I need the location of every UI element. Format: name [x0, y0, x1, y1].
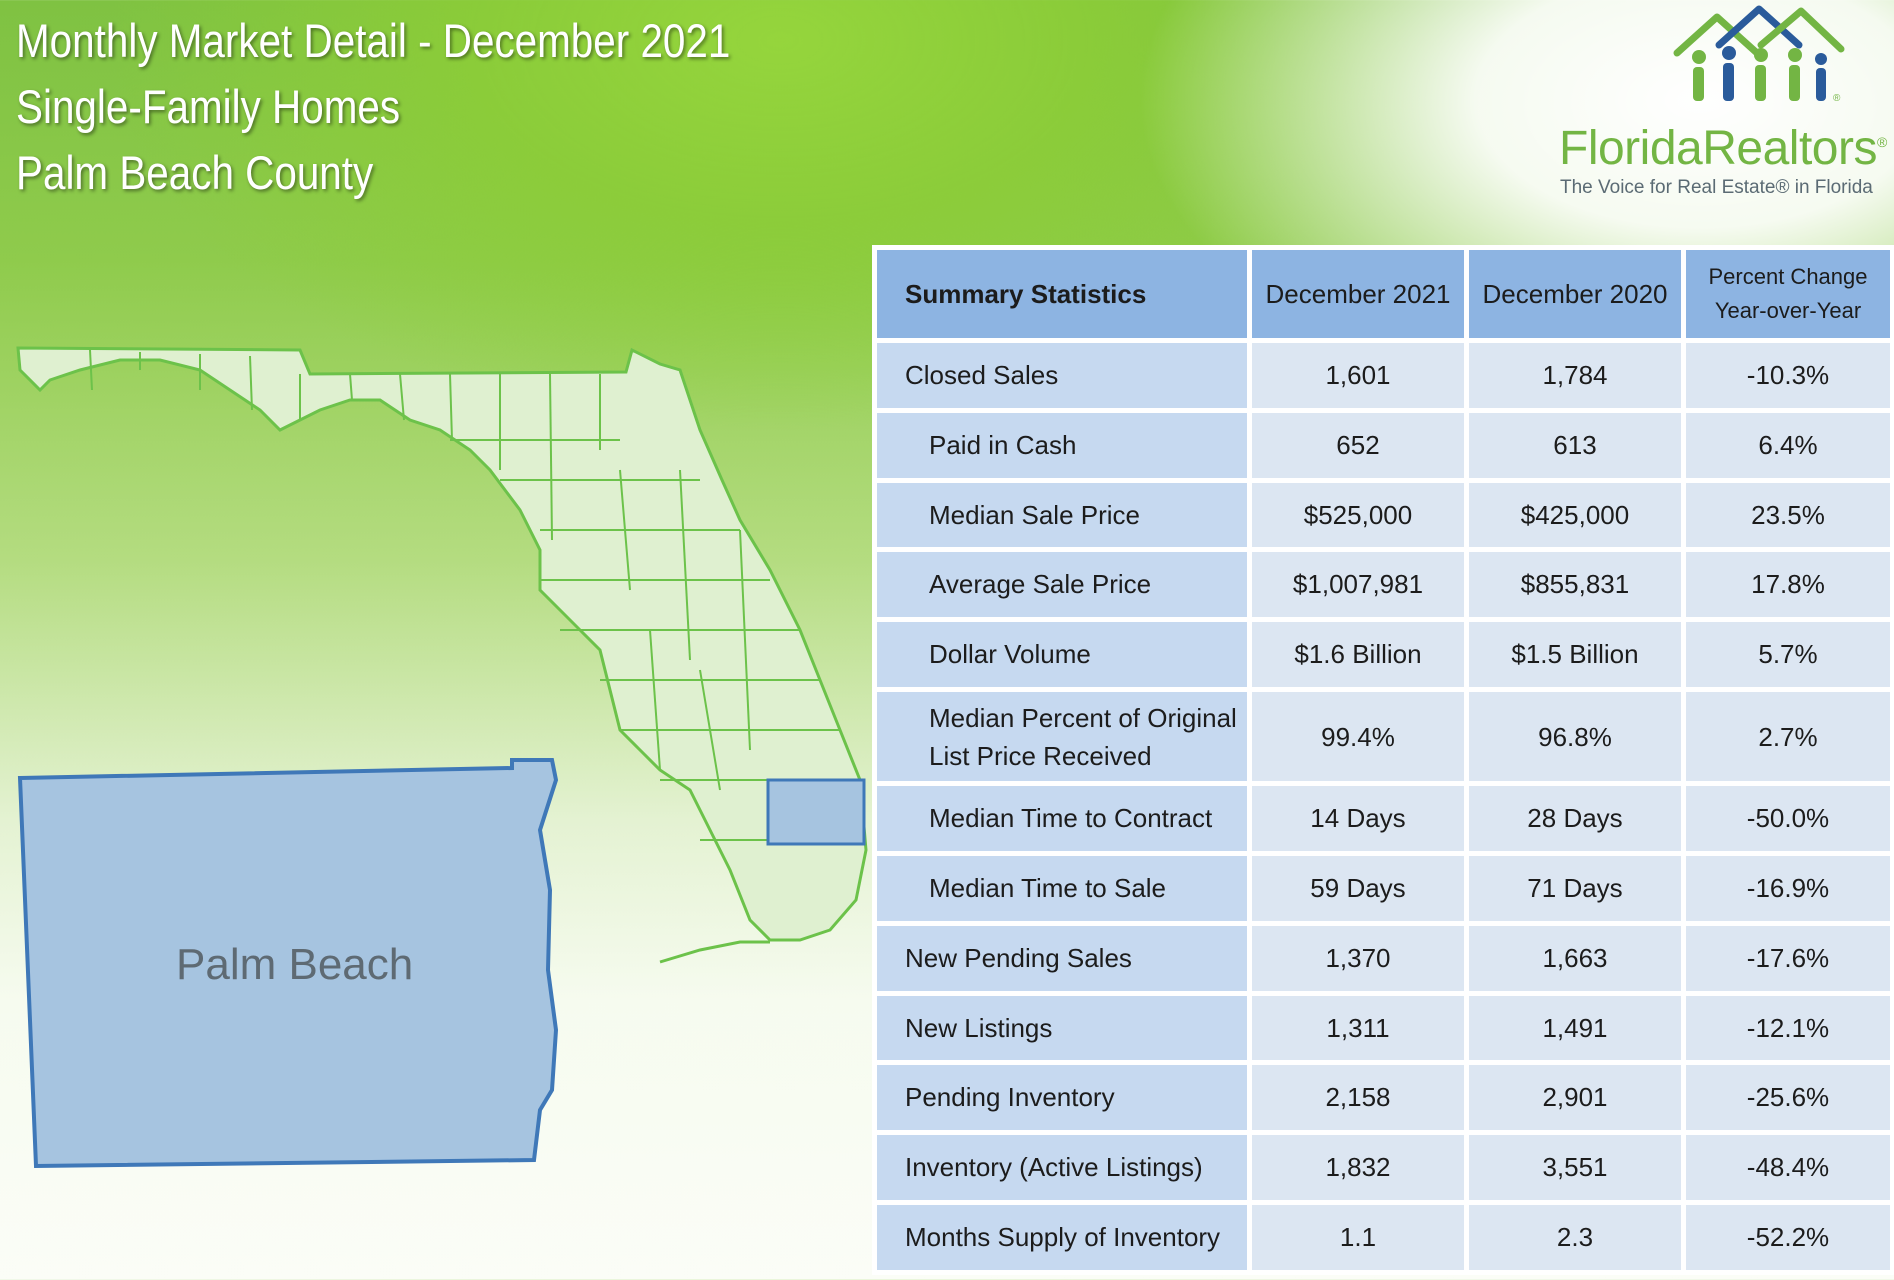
cell-dec-2021: $525,000: [1252, 482, 1464, 548]
cell-percent-change: -25.6%: [1686, 1065, 1890, 1131]
cell-dec-2020: 2.3: [1469, 1205, 1681, 1270]
title-line-county: Palm Beach County: [16, 146, 374, 199]
row-label: Median Sale Price: [877, 482, 1247, 548]
cell-dec-2020: 1,784: [1469, 343, 1681, 408]
row-label: New Listings: [877, 995, 1247, 1061]
table-row-median-time-to-sale: Median Time to Sale 59 Days 71 Days -16.…: [877, 856, 1890, 921]
cell-dec-2020: $425,000: [1469, 482, 1681, 548]
cell-dec-2021: $1.6 Billion: [1252, 622, 1464, 688]
table-row-median-percent-list-price: Median Percent of Original List Price Re…: [877, 692, 1890, 782]
cell-percent-change: 17.8%: [1686, 552, 1890, 618]
row-label: Pending Inventory: [877, 1065, 1247, 1131]
row-label-line1: Median Percent of Original: [929, 702, 1237, 733]
row-label: Dollar Volume: [877, 622, 1247, 688]
palm-beach-highlight-marker: [766, 778, 866, 846]
logo-word-realtors: Realtors: [1702, 122, 1877, 175]
report-title: Monthly Market Detail - December 2021 Si…: [16, 8, 730, 206]
row-label-line2: List Price Received: [929, 740, 1152, 771]
cell-dec-2021: 1,370: [1252, 925, 1464, 991]
cell-dec-2020: $1.5 Billion: [1469, 622, 1681, 688]
cell-percent-change: 6.4%: [1686, 412, 1890, 478]
florida-keys-shape: [659, 940, 770, 964]
svg-text:®: ®: [1833, 93, 1841, 104]
header-percent-change-line2: Year-over-Year: [1714, 298, 1862, 323]
table-row-dollar-volume: Dollar Volume $1.6 Billion $1.5 Billion …: [877, 622, 1890, 688]
cell-percent-change: -17.6%: [1686, 925, 1890, 991]
florida-county-map: [16, 346, 868, 1169]
table-row-closed-sales: Closed Sales 1,601 1,784 -10.3%: [877, 343, 1890, 408]
cell-dec-2020: 71 Days: [1469, 856, 1681, 921]
row-label: Closed Sales: [877, 343, 1247, 408]
table-row-median-time-to-contract: Median Time to Contract 14 Days 28 Days …: [877, 786, 1890, 851]
cell-dec-2020: 2,901: [1469, 1065, 1681, 1131]
row-label: Median Time to Contract: [877, 786, 1247, 851]
cell-dec-2021: 14 Days: [1252, 786, 1464, 851]
row-label: Median Time to Sale: [877, 856, 1247, 921]
cell-percent-change: -12.1%: [1686, 995, 1890, 1061]
table-row-median-sale-price: Median Sale Price $525,000 $425,000 23.5…: [877, 482, 1890, 548]
florida-realtors-logo: ® FloridaRealtors® The Voice for Real Es…: [1555, 5, 1887, 205]
cell-dec-2020: $855,831: [1469, 552, 1681, 618]
title-line-report: Monthly Market Detail - December 2021: [16, 14, 731, 67]
logo-wordmark: FloridaRealtors®: [1559, 121, 1887, 176]
header-percent-change-line1: Percent Change: [1708, 264, 1868, 289]
cell-dec-2021: 1.1: [1252, 1205, 1464, 1270]
cell-dec-2021: 99.4%: [1252, 692, 1464, 782]
county-map-label: Palm Beach: [176, 940, 414, 989]
summary-statistics-table: Summary Statistics December 2021 Decembe…: [872, 245, 1894, 1275]
cell-percent-change: -48.4%: [1686, 1135, 1890, 1201]
table-row-paid-in-cash: Paid in Cash 652 613 6.4%: [877, 412, 1890, 478]
logo-tagline: The Voice for Real Estate® in Florida: [1560, 177, 1873, 198]
table-row-inventory-active-listings: Inventory (Active Listings) 1,832 3,551 …: [877, 1135, 1890, 1201]
row-label: Months Supply of Inventory: [877, 1205, 1247, 1270]
header-december-2021: December 2021: [1252, 250, 1464, 338]
cell-percent-change: 5.7%: [1686, 622, 1890, 688]
cell-dec-2020: 3,551: [1469, 1135, 1681, 1201]
cell-dec-2021: 1,601: [1252, 343, 1464, 408]
cell-dec-2021: 652: [1252, 412, 1464, 478]
cell-dec-2020: 1,663: [1469, 925, 1681, 991]
table-row-pending-inventory: Pending Inventory 2,158 2,901 -25.6%: [877, 1065, 1890, 1131]
cell-percent-change: -52.2%: [1686, 1205, 1890, 1270]
table-row-new-listings: New Listings 1,311 1,491 -12.1%: [877, 995, 1890, 1061]
houses-people-icon: ®: [1673, 5, 1845, 104]
cell-percent-change: -16.9%: [1686, 856, 1890, 921]
table-row-months-supply: Months Supply of Inventory 1.1 2.3 -52.2…: [877, 1205, 1890, 1270]
table-row-average-sale-price: Average Sale Price $1,007,981 $855,831 1…: [877, 552, 1890, 618]
table-row-new-pending-sales: New Pending Sales 1,370 1,663 -17.6%: [877, 925, 1890, 991]
cell-percent-change: -10.3%: [1686, 343, 1890, 408]
cell-dec-2021: 1,311: [1252, 995, 1464, 1061]
cell-percent-change: 23.5%: [1686, 482, 1890, 548]
logo-word-florida: Florida: [1559, 122, 1703, 175]
table-header-row: Summary Statistics December 2021 Decembe…: [877, 250, 1890, 338]
cell-dec-2021: 1,832: [1252, 1135, 1464, 1201]
row-label: Median Percent of Original List Price Re…: [877, 692, 1247, 782]
header-december-2020: December 2020: [1469, 250, 1681, 338]
cell-dec-2021: 2,158: [1252, 1065, 1464, 1131]
palm-beach-county-shape: [17, 758, 559, 1169]
row-label: Average Sale Price: [877, 552, 1247, 618]
cell-dec-2020: 613: [1469, 412, 1681, 478]
cell-percent-change: -50.0%: [1686, 786, 1890, 851]
cell-dec-2021: 59 Days: [1252, 856, 1464, 921]
title-line-property-type: Single-Family Homes: [16, 80, 401, 133]
header-percent-change: Percent Change Year-over-Year: [1686, 250, 1890, 338]
row-label: Inventory (Active Listings): [877, 1135, 1247, 1201]
row-label: New Pending Sales: [877, 925, 1247, 991]
cell-dec-2021: $1,007,981: [1252, 552, 1464, 618]
cell-dec-2020: 96.8%: [1469, 692, 1681, 782]
cell-dec-2020: 1,491: [1469, 995, 1681, 1061]
logo-registered-mark: ®: [1876, 134, 1887, 150]
header-summary-statistics: Summary Statistics: [877, 250, 1247, 338]
cell-percent-change: 2.7%: [1686, 692, 1890, 782]
cell-dec-2020: 28 Days: [1469, 786, 1681, 851]
row-label: Paid in Cash: [877, 412, 1247, 478]
